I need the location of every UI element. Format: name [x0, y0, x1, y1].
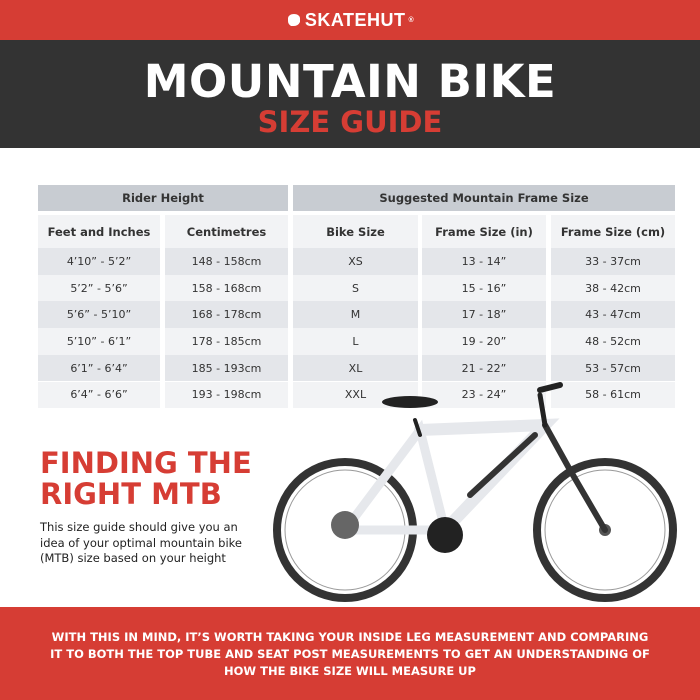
- column-header: Centimetres: [165, 215, 288, 248]
- brand-bar: SKATEHUT ®: [0, 0, 700, 40]
- footer-banner: WITH THIS IN MIND, IT’S WORTH TAKING YOU…: [0, 607, 700, 700]
- hero-banner: MOUNTAIN BIKE SIZE GUIDE: [0, 40, 700, 148]
- page-title: MOUNTAIN BIKE: [143, 55, 557, 108]
- table-cell: 148 - 158cm: [165, 248, 288, 275]
- table-cell: 5’2” - 5’6”: [38, 274, 160, 302]
- table-cell: 6’4” - 6’6”: [38, 381, 160, 409]
- table-cell: L: [293, 328, 418, 355]
- column-header: Bike Size: [293, 215, 418, 248]
- table-cell: 5’10” - 6’1”: [38, 328, 160, 355]
- table-cell: 5’6” - 5’10”: [38, 301, 160, 329]
- table-cell: 23 - 24”: [422, 381, 546, 409]
- table-cell: 43 - 47cm: [551, 301, 675, 329]
- table-cell: 48 - 52cm: [551, 328, 675, 355]
- finding-title-line2: RIGHT MTB: [40, 477, 222, 511]
- column-header: Frame Size (in): [422, 215, 546, 248]
- registered-mark: ®: [408, 16, 415, 24]
- finding-title: FINDING THE RIGHT MTB: [40, 448, 252, 510]
- table-cell: XL: [293, 354, 418, 382]
- table-cell: 193 - 198cm: [165, 381, 288, 409]
- table-cell: M: [293, 301, 418, 329]
- page-subtitle: SIZE GUIDE: [257, 105, 443, 139]
- table-cell: 4’10” - 5’2”: [38, 248, 160, 275]
- table-cell: 38 - 42cm: [551, 274, 675, 302]
- group-header-rider-height: Rider Height: [38, 185, 288, 211]
- mountain-bike-illustration: [273, 382, 677, 602]
- table-cell: 185 - 193cm: [165, 354, 288, 382]
- table-cell: 178 - 185cm: [165, 328, 288, 355]
- brand-name: SKATEHUT: [304, 9, 406, 30]
- table-cell: 6’1” - 6’4”: [38, 354, 160, 382]
- table-cell: 13 - 14”: [422, 248, 546, 275]
- table-cell: 58 - 61cm: [551, 381, 675, 409]
- column-header: Frame Size (cm): [551, 215, 675, 248]
- group-header-frame-size: Suggested Mountain Frame Size: [293, 185, 675, 211]
- table-cell: 15 - 16”: [422, 274, 546, 302]
- table-cell: XS: [293, 248, 418, 275]
- table-cell: 21 - 22”: [422, 354, 546, 382]
- table-cell: 158 - 168cm: [165, 274, 288, 302]
- table-cell: 168 - 178cm: [165, 301, 288, 329]
- finding-body: This size guide should give you an idea …: [40, 520, 242, 565]
- table-cell: 33 - 37cm: [551, 248, 675, 275]
- footer-text: WITH THIS IN MIND, IT’S WORTH TAKING YOU…: [50, 630, 650, 678]
- table-cell: 17 - 18”: [422, 301, 546, 329]
- logo: SKATEHUT ®: [286, 10, 414, 31]
- table-cell: 19 - 20”: [422, 328, 546, 355]
- finding-title-line1: FINDING THE: [40, 446, 252, 480]
- table-cell: 53 - 57cm: [551, 354, 675, 382]
- frame: [331, 382, 608, 553]
- column-header: Feet and Inches: [38, 215, 160, 248]
- hand-icon: [287, 14, 300, 26]
- table-cell: S: [293, 274, 418, 302]
